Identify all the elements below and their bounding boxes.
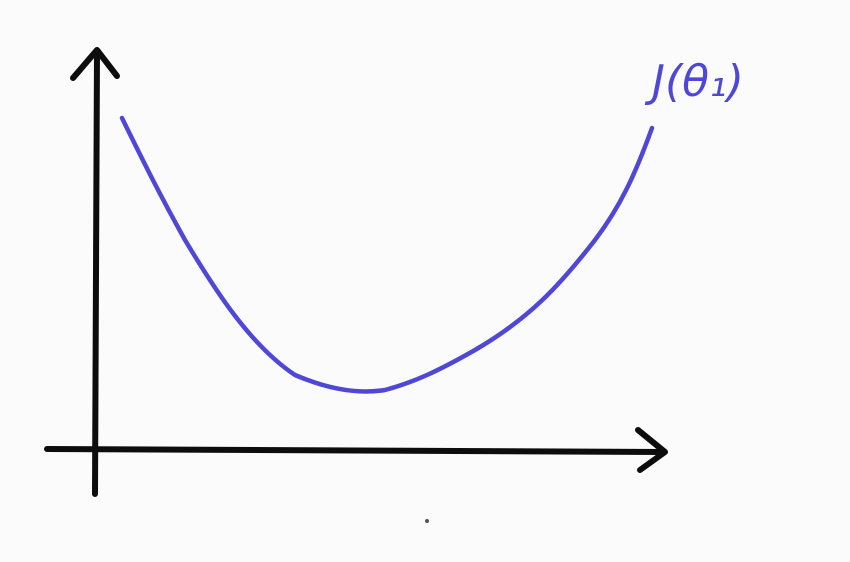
curve-label: J(θ₁) (644, 56, 744, 107)
y-axis-line (92, 49, 100, 497)
y-axis (70, 47, 120, 497)
x-axis-arrowhead (635, 427, 668, 473)
x-axis (44, 427, 668, 473)
x-axis-line (44, 446, 667, 455)
stray-mark (425, 519, 429, 523)
y-axis-arrowhead (70, 47, 120, 81)
cost-curve (119, 115, 655, 394)
